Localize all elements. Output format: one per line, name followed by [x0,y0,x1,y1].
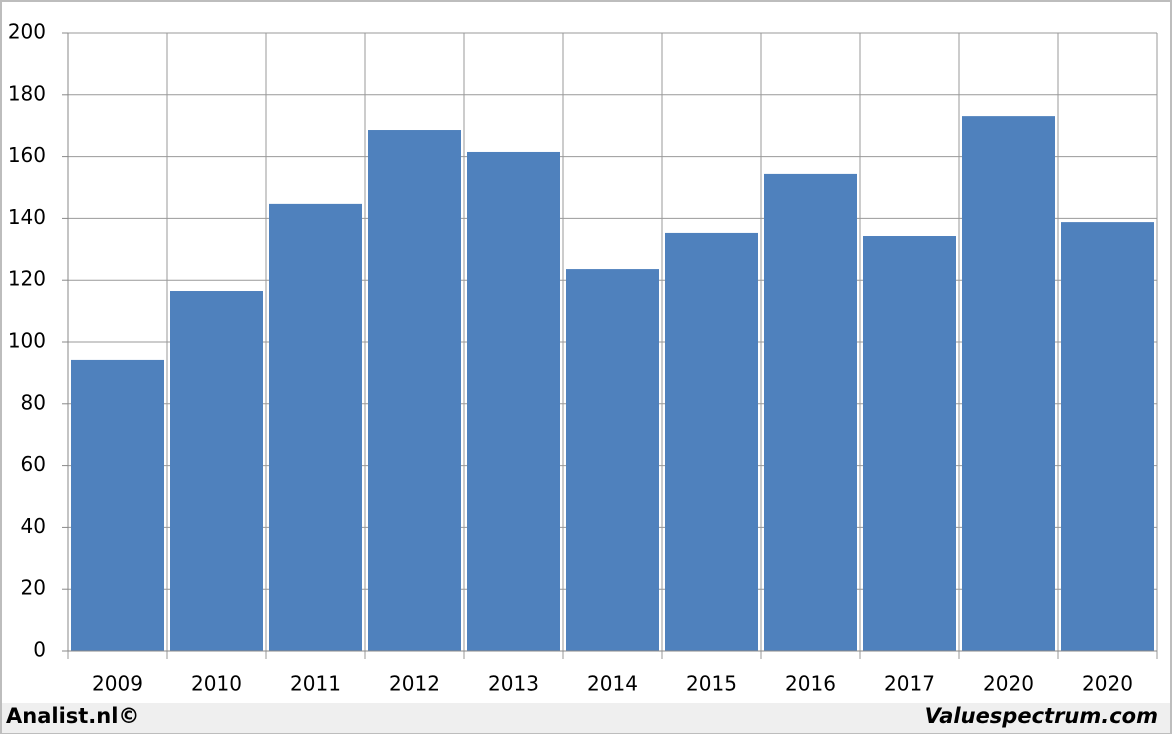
y-tick-label: 80 [21,390,46,414]
x-tick-label: 2020 [983,672,1034,696]
bar [1061,222,1154,651]
bar [71,359,164,651]
footer-band [2,703,1170,733]
bar [764,173,857,652]
footer-left: Analist.nl© [6,704,139,728]
x-tick-label: 2015 [686,672,737,696]
x-tick-label: 2014 [587,672,638,696]
bar [170,291,263,651]
footer-right: Valuespectrum.com [925,704,1158,728]
y-tick-label: 100 [8,329,46,353]
x-tick-label: 2011 [290,672,341,696]
y-tick-label: 120 [8,267,46,291]
bar [863,236,956,651]
x-tick-label: 2009 [92,672,143,696]
y-tick-label: 200 [8,20,46,44]
bar [962,116,1055,652]
y-tick-label: 60 [21,452,46,476]
bar [368,130,461,651]
x-tick-label: 2016 [785,672,836,696]
bar [566,269,659,651]
x-tick-label: 2020 [1082,672,1133,696]
bar [467,151,560,651]
y-tick-label: 160 [8,143,46,167]
y-tick-label: 20 [21,576,46,600]
y-tick-label: 180 [8,81,46,105]
bar [269,203,362,651]
x-tick-label: 2012 [389,672,440,696]
x-tick-label: 2013 [488,672,539,696]
y-tick-label: 140 [8,205,46,229]
x-tick-label: 2017 [884,672,935,696]
y-tick-label: 0 [33,638,46,662]
x-tick-label: 2010 [191,672,242,696]
bar [665,232,758,651]
y-tick-label: 40 [21,514,46,538]
